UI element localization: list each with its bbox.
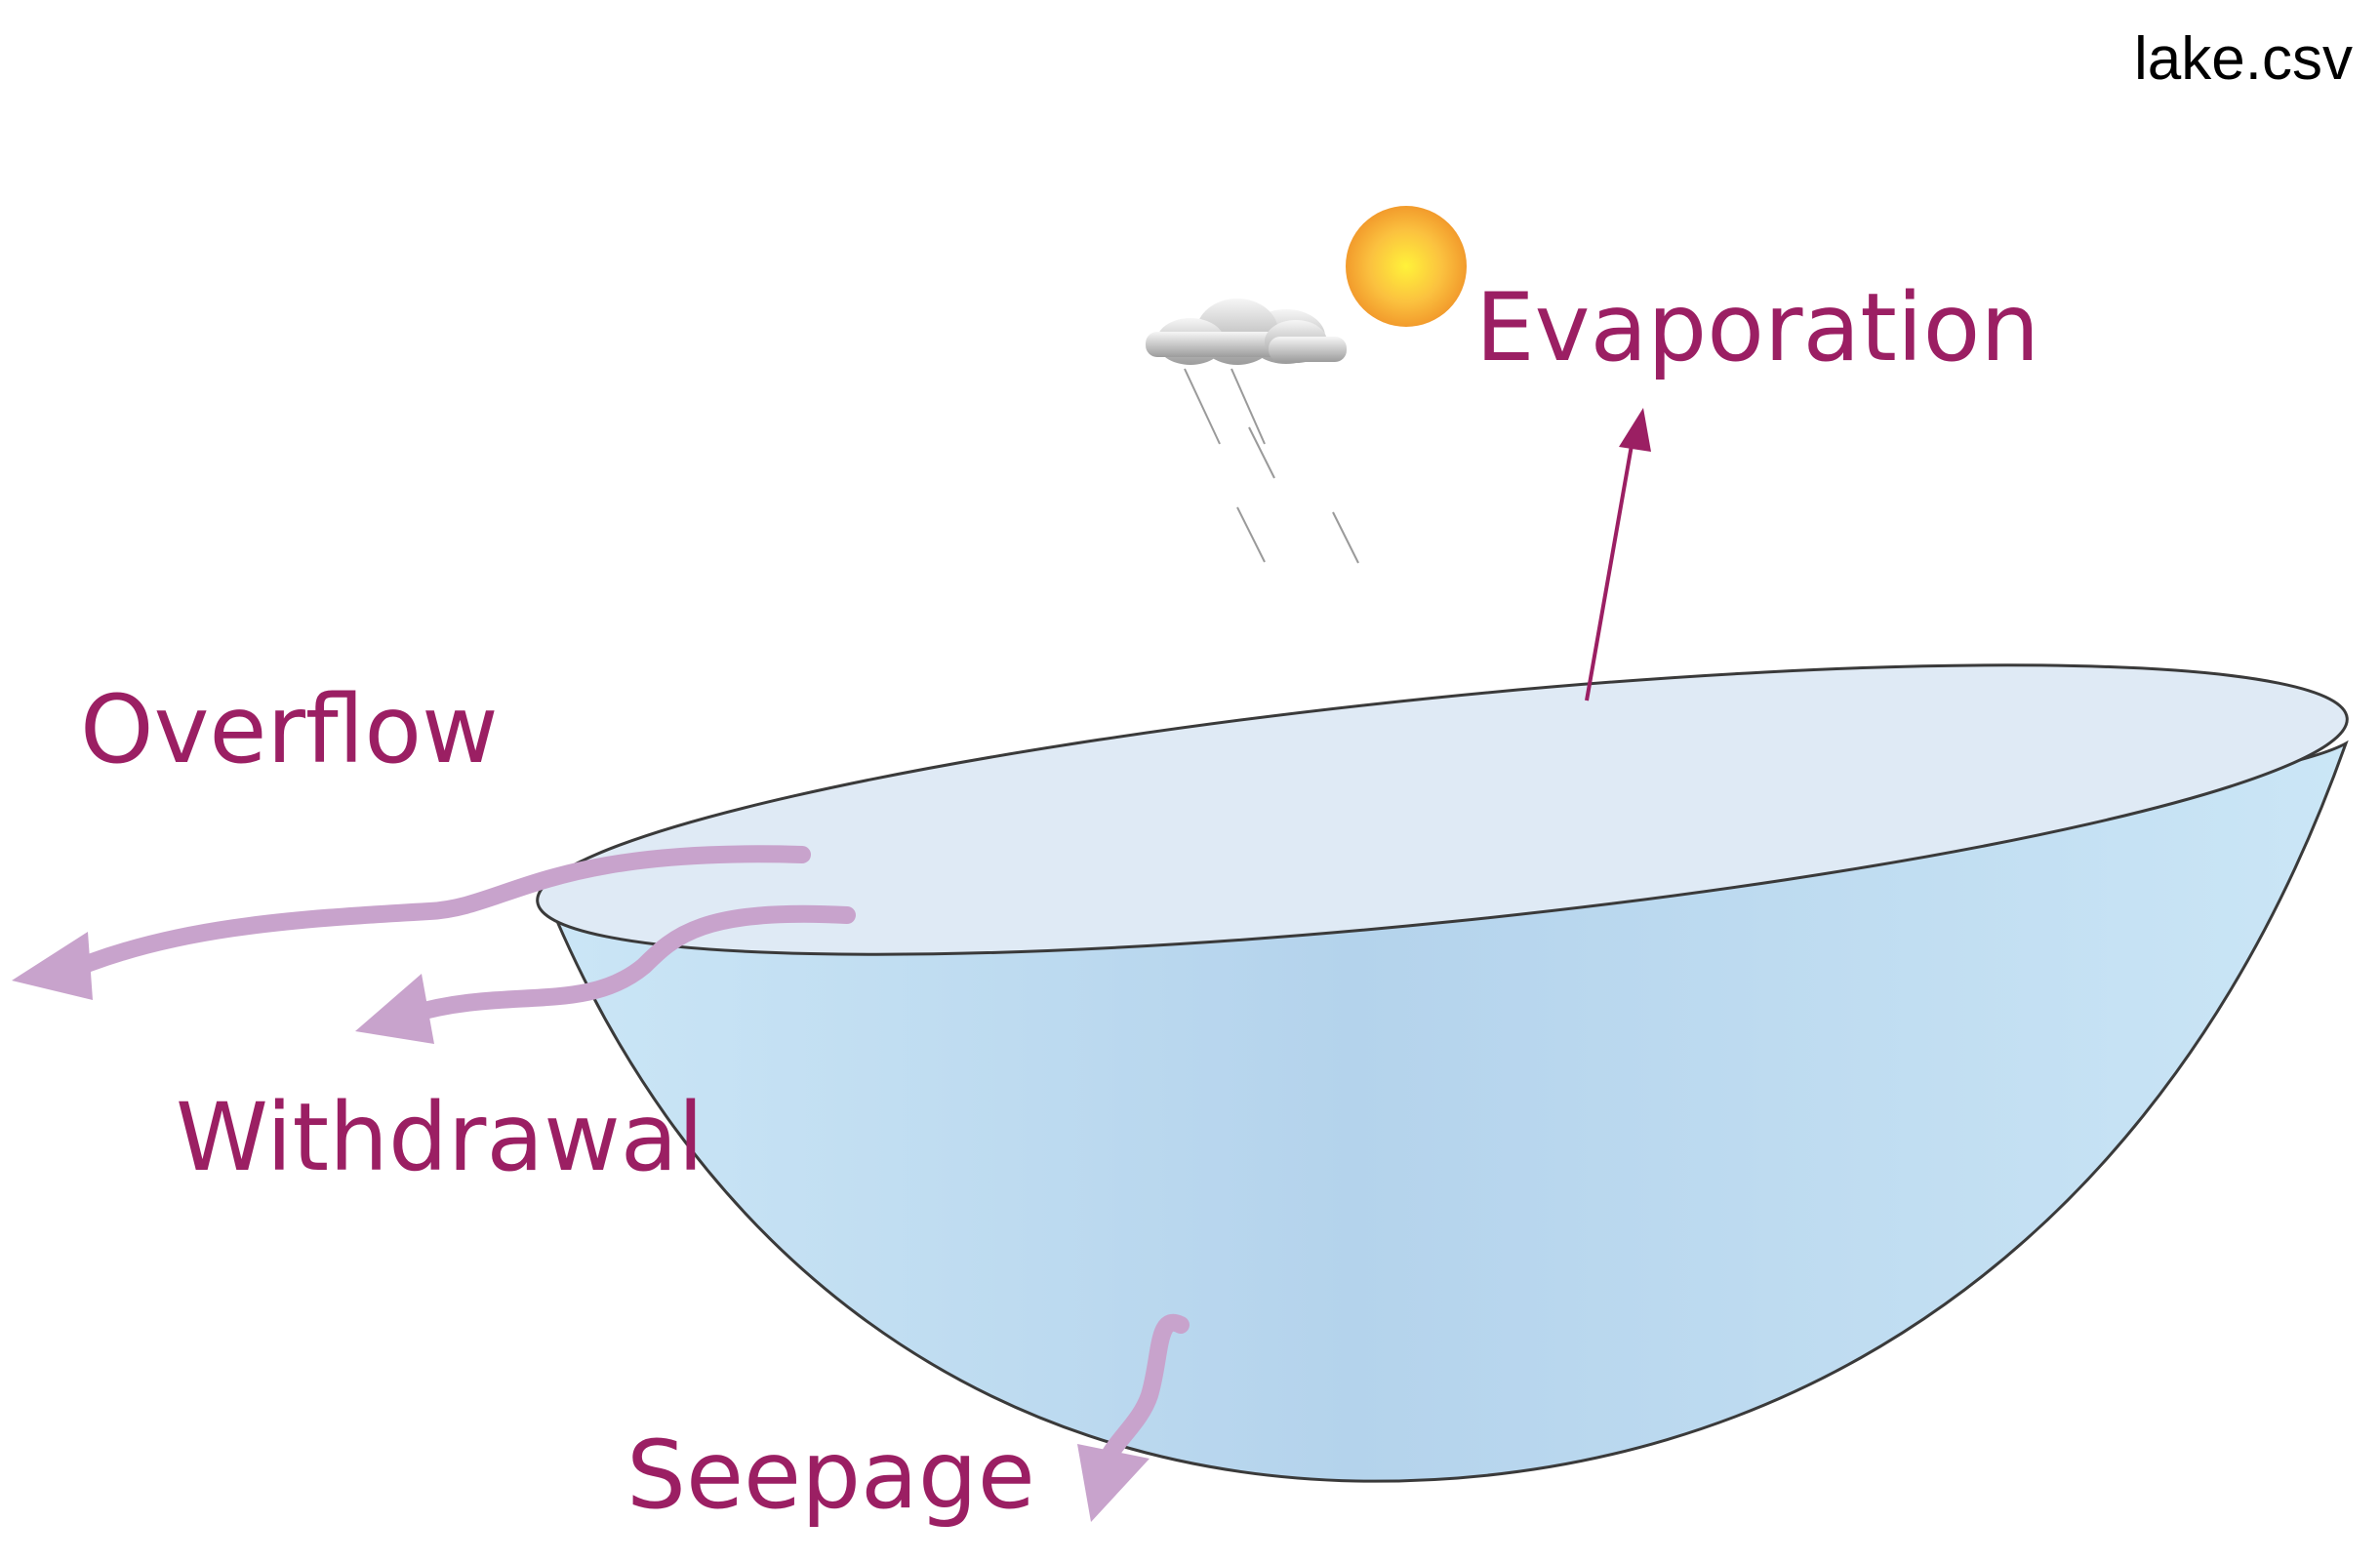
overflow-label: Overflow — [80, 675, 499, 784]
evaporation-label: Evaporation — [1475, 273, 2040, 382]
rain-icon — [1184, 368, 1359, 564]
file-name-label: lake.csv — [2134, 25, 2353, 93]
sun-icon — [1346, 206, 1467, 327]
withdrawal-arrow — [355, 904, 856, 1044]
cloud-icon — [1146, 299, 1347, 365]
overflow-arrow — [12, 845, 811, 1000]
evaporation-arrow — [1585, 408, 1651, 701]
lake-surface — [536, 663, 2349, 956]
withdrawal-label: Withdrawal — [176, 1083, 705, 1192]
seepage-arrow — [1077, 1313, 1190, 1522]
seepage-label: Seepage — [626, 1421, 1035, 1530]
